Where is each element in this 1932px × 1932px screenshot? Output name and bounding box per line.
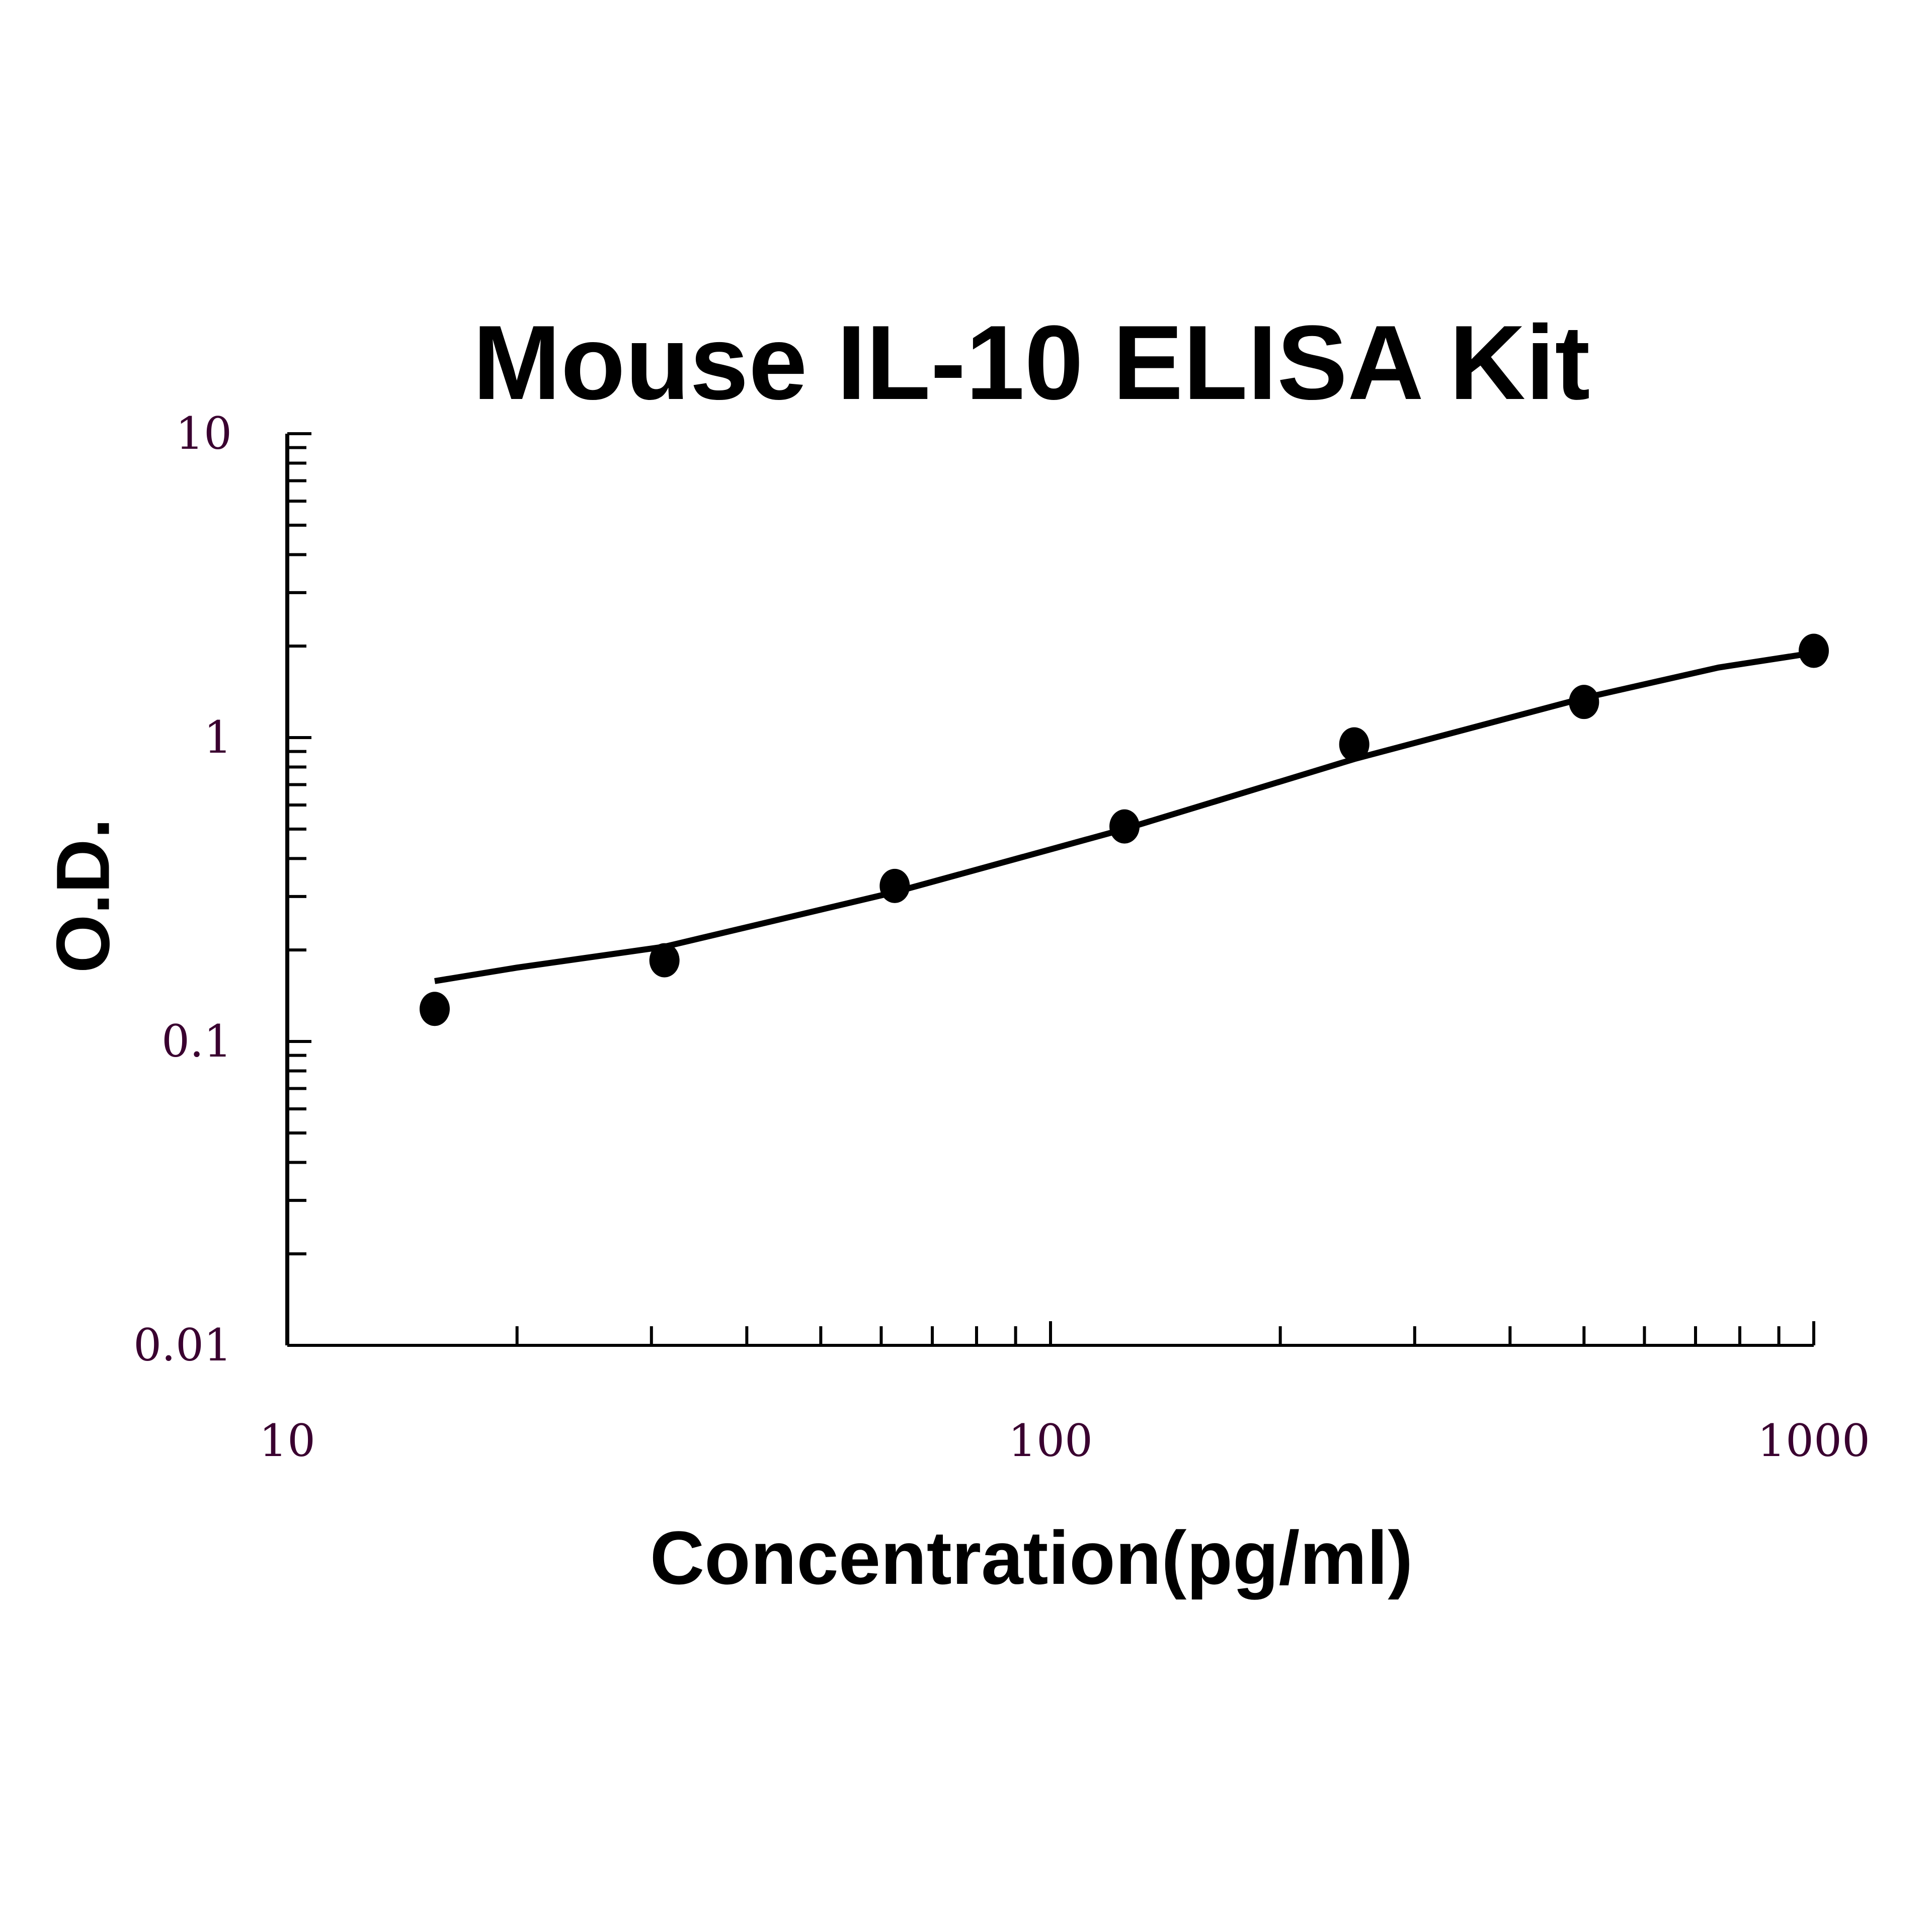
data-point — [1569, 685, 1599, 719]
data-point — [1109, 809, 1140, 844]
data-point — [419, 992, 450, 1026]
data-point — [1339, 727, 1370, 762]
x-tick-label: 100 — [1008, 1415, 1093, 1467]
chart-title: Mouse IL-10 ELISA Kit — [472, 303, 1590, 422]
data-point — [879, 868, 910, 903]
y-tick-label: 1 — [204, 711, 232, 763]
y-tick-label: 0.01 — [133, 1319, 232, 1371]
y-tick-label: 0.1 — [162, 1015, 232, 1067]
data-point — [1799, 633, 1829, 668]
x-tick-label: 1000 — [1757, 1415, 1870, 1467]
x-tick-label: 10 — [259, 1415, 315, 1467]
y-tick-label: 10 — [176, 408, 232, 459]
x-axis-label: Concentration(pg/ml) — [650, 1515, 1413, 1600]
data-point — [649, 943, 680, 978]
